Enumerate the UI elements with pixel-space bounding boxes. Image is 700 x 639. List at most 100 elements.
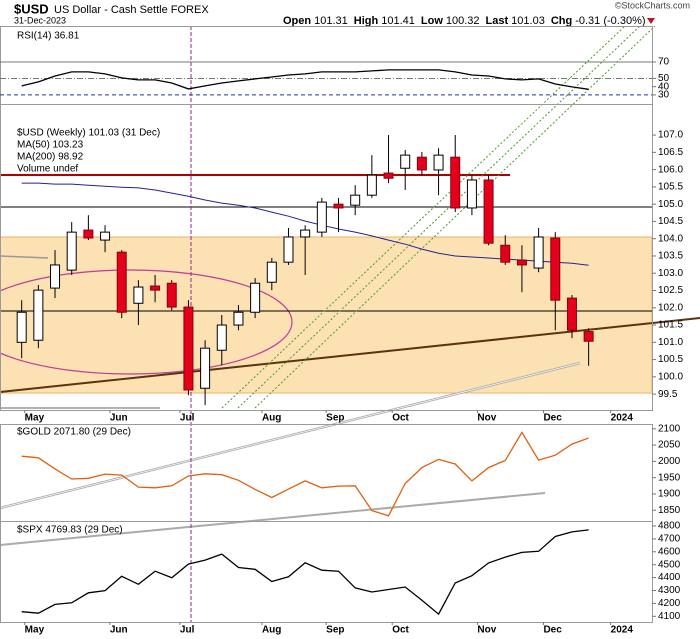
candle-body <box>66 231 77 271</box>
trend-line <box>0 255 49 259</box>
x-tick-label: 2024 <box>611 413 634 424</box>
quote-value: 101.31 <box>314 15 348 27</box>
down-arrow <box>647 18 655 24</box>
candle-body <box>583 331 594 342</box>
quote-value: 101.41 <box>381 15 415 27</box>
y-tick-label: 4400 <box>658 572 681 583</box>
y-tick-label: 100.5 <box>658 354 683 365</box>
y-tick-label: 101.5 <box>658 320 683 331</box>
series-line <box>21 182 589 266</box>
x-tick-label: Jun <box>110 625 128 636</box>
candle-body <box>250 282 261 313</box>
y-tick-label: 4600 <box>658 546 681 557</box>
instrument-name: US Dollar - Cash Settle FOREX <box>54 4 209 16</box>
candle-body <box>400 154 411 169</box>
candle-body <box>50 264 61 289</box>
x-tick-label: Nov <box>477 625 496 636</box>
candle-body <box>166 282 177 308</box>
panel-title: $GOLD 2071.80 (29 Dec) <box>17 427 131 438</box>
y-tick-label: 2100 <box>658 423 681 434</box>
candle-body <box>283 236 294 263</box>
y-tick-label: 2050 <box>658 440 681 451</box>
x-tick-label: Oct <box>392 413 409 424</box>
candle-body <box>333 203 344 209</box>
x-tick-label: Aug <box>262 625 281 636</box>
fan-line <box>237 26 641 409</box>
trend-line <box>0 362 581 509</box>
candle-body <box>516 259 527 266</box>
y-tick-label: 1900 <box>658 489 681 500</box>
y-tick-label: 4700 <box>658 534 681 545</box>
candle-body <box>433 154 444 171</box>
x-tick-label: 2024 <box>611 625 634 636</box>
candle-body <box>33 289 44 341</box>
date: 31-Dec-2023 <box>14 15 66 25</box>
quote-label: Open <box>283 15 311 27</box>
y-tick-label: 4500 <box>658 559 681 570</box>
candle-body <box>450 156 461 209</box>
x-tick-label: Oct <box>392 625 409 636</box>
quote: Open 101.31 High 101.41 Low 100.32 Last 101.03 C… <box>283 15 646 27</box>
x-tick-label: May <box>25 413 45 424</box>
quote-value: 101.03 <box>511 15 545 27</box>
trend-line <box>0 492 546 546</box>
symbol: $USD <box>14 1 49 16</box>
candle-body <box>500 244 511 263</box>
x-tick-label: May <box>25 625 45 636</box>
y-tick-label: 4100 <box>658 611 681 622</box>
panel-title: RSI(14) 36.81 <box>17 31 80 42</box>
y-tick-label: 70 <box>658 57 670 68</box>
y-tick-label: 50 <box>658 73 670 84</box>
candle-body <box>466 179 477 209</box>
candle-body <box>200 347 211 389</box>
candle-body <box>16 311 27 343</box>
candle-body <box>566 297 577 331</box>
panel-title: $USD (Weekly) 101.03 (31 Dec) <box>17 128 160 139</box>
quote-label: Chg <box>551 15 572 27</box>
y-tick-label: 2000 <box>658 456 681 467</box>
series-line <box>21 529 589 616</box>
candle-body <box>183 306 194 391</box>
arc <box>0 269 293 375</box>
annotations <box>0 26 700 622</box>
candle-body <box>266 261 277 283</box>
candle-body <box>300 229 311 238</box>
x-tick-label: Nov <box>477 413 496 424</box>
candle-body <box>100 231 111 241</box>
x-tick-label: Dec <box>543 625 562 636</box>
legend-entry: Volume undef <box>17 164 78 175</box>
y-tick-label: 1950 <box>658 472 681 483</box>
x-tick-label: Sep <box>326 625 344 636</box>
y-tick-label: 106.0 <box>658 164 683 175</box>
candle-body <box>483 179 494 244</box>
x-tick-label: Jun <box>110 413 128 424</box>
fan-line <box>221 26 626 409</box>
y-tick-label: 105.5 <box>658 182 683 193</box>
trend-line <box>0 317 700 393</box>
candle-body <box>366 174 377 196</box>
y-tick-label: 106.5 <box>658 147 683 158</box>
candle-body <box>533 236 544 269</box>
y-tick-label: 40 <box>658 81 670 92</box>
legend-entry: MA(200) 98.92 <box>17 152 84 163</box>
y-tick-label: 30 <box>658 90 670 101</box>
y-tick-label: 107.0 <box>658 130 683 141</box>
candle-body <box>350 194 361 206</box>
candle-body <box>316 201 327 233</box>
quote-label: High <box>354 15 379 27</box>
x-tick-label: Aug <box>262 413 281 424</box>
candle-body <box>416 156 427 171</box>
candle-body <box>383 172 394 179</box>
y-tick-label: 102.5 <box>658 285 683 296</box>
candle-body <box>550 237 561 301</box>
y-tick-label: 103.5 <box>658 251 683 262</box>
y-tick-label: 4300 <box>658 585 681 596</box>
quote-label: Low <box>421 15 443 27</box>
y-tick-label: 101.0 <box>658 337 683 348</box>
y-tick-label: 99.5 <box>658 389 678 400</box>
x-tick-label: Dec <box>543 413 562 424</box>
y-tick-label: 104.5 <box>658 216 683 227</box>
y-tick-label: 1850 <box>658 505 681 516</box>
legend-entry: MA(50) 103.23 <box>17 140 84 151</box>
